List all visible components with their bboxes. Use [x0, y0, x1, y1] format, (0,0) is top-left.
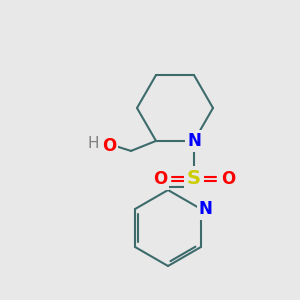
- Text: O: O: [153, 170, 167, 188]
- Text: N: N: [199, 200, 213, 218]
- Text: S: S: [187, 169, 201, 188]
- Text: O: O: [102, 137, 116, 155]
- Text: O: O: [221, 170, 235, 188]
- Text: H: H: [87, 136, 99, 152]
- Text: N: N: [187, 132, 201, 150]
